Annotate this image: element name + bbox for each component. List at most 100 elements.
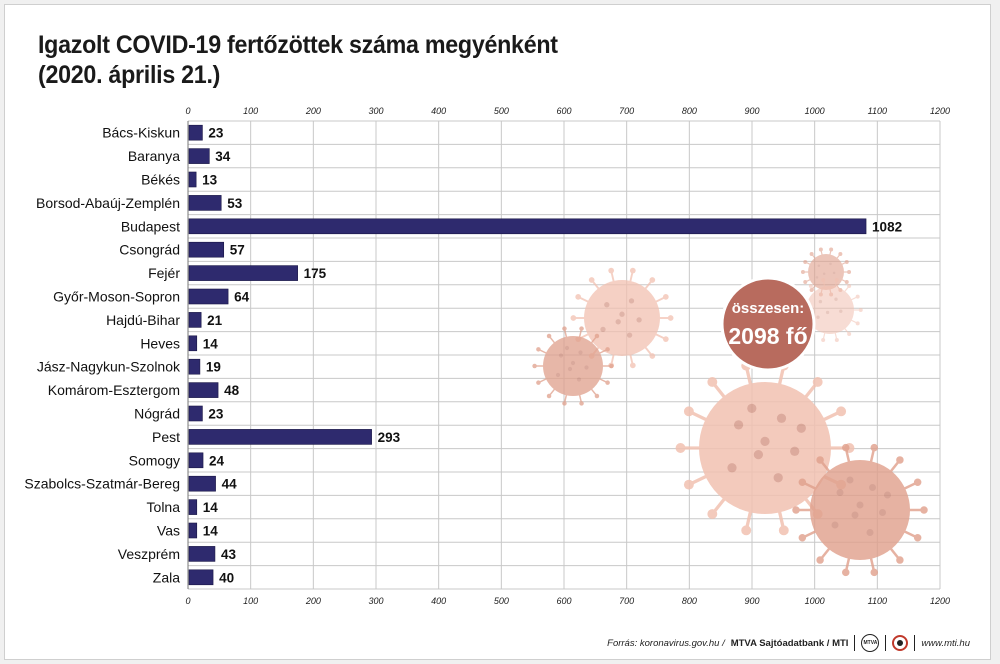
footer: Forrás: koronavirus.gov.hu / MTVA Sajtóa…	[607, 634, 970, 652]
axis-ticks: 0 0 100 100 200 200 300 300 400 400 500 500 600 600 70…	[185, 106, 950, 606]
category-label: Tolna	[147, 499, 181, 515]
virus-dot	[760, 436, 770, 447]
virus-spike-tip	[649, 353, 656, 359]
data-label: 14	[203, 336, 219, 351]
data-label: 14	[203, 524, 219, 539]
virus-spike-tip	[847, 270, 852, 274]
virus-spike-tip	[809, 251, 814, 256]
tick-label-top: 400	[431, 106, 446, 116]
virus-spike-tip	[821, 337, 826, 342]
category-label: Borsod-Abaúj-Zemplén	[36, 195, 180, 211]
virus-dot	[753, 449, 764, 460]
virus-body	[584, 280, 660, 356]
virus-spike-tip	[579, 326, 584, 331]
virus-body	[806, 286, 854, 334]
grid-lines	[187, 120, 941, 590]
footer-divider	[914, 635, 916, 651]
virus-spike-tip	[546, 393, 552, 399]
bar	[188, 522, 198, 539]
data-label: 293	[378, 430, 401, 445]
virus-spike-tip	[834, 337, 839, 342]
virus-dot	[773, 473, 783, 483]
virus-spike-tip	[594, 333, 600, 339]
virus-spike-tip	[855, 321, 860, 326]
tick-label-top: 800	[682, 106, 697, 116]
tick-label-bottom: 1200	[930, 596, 950, 606]
bar	[188, 124, 203, 141]
bar	[188, 405, 203, 422]
virus-dot	[818, 299, 823, 304]
virus-spike-tip	[778, 525, 789, 536]
mtva-logo-icon: MTVA	[861, 634, 880, 652]
data-label: 43	[221, 547, 237, 562]
virus-spike-tip	[536, 380, 541, 385]
virus-spike-tip	[896, 456, 904, 464]
virus-spike-tip	[913, 478, 922, 486]
virus-spike-tip	[896, 556, 904, 564]
virus-dot	[790, 446, 800, 456]
data-label: 23	[208, 407, 224, 422]
category-label: Bács-Kiskun	[102, 125, 180, 141]
virus-spike-tip	[536, 347, 541, 352]
bar	[188, 358, 201, 375]
virus-body	[808, 254, 844, 290]
tick-label-top: 300	[368, 106, 383, 116]
title-line-1: Igazolt COVID-19 fertőzöttek száma megyé…	[38, 31, 558, 59]
bar	[188, 241, 225, 258]
virus-spike-tip	[675, 443, 686, 453]
virus-dot	[626, 332, 633, 338]
virus-dot	[832, 271, 836, 275]
virus-spike-tip	[855, 294, 860, 299]
category-label: Zala	[153, 569, 180, 585]
virus-dot	[558, 353, 564, 358]
data-label: 23	[208, 126, 224, 141]
category-label: Szabolcs-Szatmár-Bereg	[24, 476, 180, 492]
virus-dot	[825, 310, 830, 315]
virus-spike-tip	[847, 283, 852, 288]
bar	[188, 569, 214, 586]
virus-dot	[600, 326, 606, 333]
data-label: 175	[304, 266, 327, 281]
virus-dot	[555, 372, 561, 378]
virus-dot	[815, 276, 819, 279]
virus-spike-tip	[818, 247, 823, 252]
virus-dot	[570, 360, 576, 366]
category-label: Komárom-Esztergom	[48, 382, 180, 398]
virus-dot	[564, 345, 570, 351]
virus-spike-tip	[844, 279, 849, 284]
virus-spike-tip	[546, 333, 552, 339]
category-label: Heves	[140, 335, 180, 351]
data-label: 40	[219, 570, 234, 585]
virus-dot	[576, 377, 582, 382]
virus-dot	[628, 298, 635, 304]
tick-label-bottom: 700	[619, 596, 634, 606]
virus-spike-tip	[847, 332, 852, 337]
virus-body	[699, 382, 831, 514]
tick-label-bottom: 200	[305, 596, 321, 606]
tick-label-bottom: 800	[682, 596, 697, 606]
data-label: 34	[215, 149, 231, 164]
virus-dot	[851, 511, 859, 519]
virus-spike-tip	[858, 308, 863, 312]
virus-spike-tip	[575, 294, 582, 300]
virus-spike-tip	[609, 363, 614, 369]
category-label: Veszprém	[118, 546, 180, 562]
virus-spike-tip	[608, 267, 615, 274]
chart-title: Igazolt COVID-19 fertőzöttek száma megyé…	[38, 30, 558, 90]
bar	[188, 499, 198, 515]
bars: Bács-Kiskun 23 Baranya 34 Békés 13 Borsod-Abaú…	[24, 125, 902, 586]
virus-spike-tip	[629, 267, 636, 274]
bar	[188, 195, 222, 211]
virus-spike-tip	[844, 260, 849, 265]
virus-dot	[584, 365, 589, 370]
virus-dot	[846, 476, 854, 484]
virus-dot	[866, 529, 874, 536]
virus-spike-tip	[570, 315, 577, 321]
tick-label-bottom: 500	[494, 596, 509, 606]
virus-spike-tip	[803, 260, 808, 265]
virus-spike-tip	[683, 406, 694, 417]
tick-label-top: 0	[185, 106, 190, 116]
category-label: Győr-Moson-Sopron	[53, 289, 180, 305]
footer-brand: MTVA Sajtóadatbank / MTI	[730, 637, 849, 649]
